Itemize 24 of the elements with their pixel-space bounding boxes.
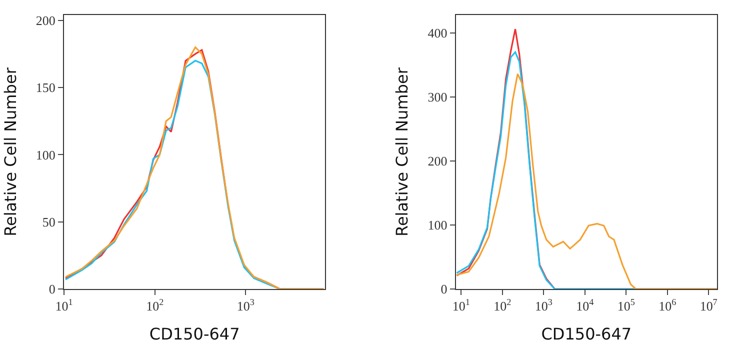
- y-tick-label: 200: [428, 154, 448, 169]
- x-axis-title: CD150-647: [541, 324, 632, 344]
- x-tick-label: 10$^{2}$: [494, 297, 512, 314]
- y-tick-label: 0: [440, 282, 448, 297]
- x-tick-label: 10$^{2}$: [146, 297, 164, 314]
- x-tick-label: 10$^{6}$: [658, 297, 677, 314]
- x-tick-label: 10$^{5}$: [617, 297, 636, 314]
- y-tick-label: 400: [428, 25, 448, 40]
- y-tick-label: 300: [428, 89, 448, 104]
- y-tick-label: 100: [428, 218, 448, 233]
- y-axis-title: Relative Cell Number: [0, 67, 20, 236]
- x-tick-label: 10$^{3}$: [236, 297, 255, 314]
- x-tick-label: 10$^{7}$: [700, 297, 718, 314]
- y-tick-label: 200: [36, 12, 56, 28]
- y-tick-label: 150: [36, 80, 56, 96]
- y-tick-label: 50: [42, 214, 56, 230]
- y-tick-label: 0: [48, 282, 56, 297]
- x-tick-label: 10$^{4}$: [576, 297, 594, 314]
- x-axis-title: CD150-647: [149, 324, 240, 344]
- x-tick-label: 10$^{1}$: [452, 297, 470, 314]
- x-tick-label: 10$^{1}$: [55, 297, 73, 314]
- y-tick-label: 100: [36, 147, 56, 162]
- x-tick-label: 10$^{3}$: [534, 297, 553, 314]
- y-axis-title: Relative Cell Number: [392, 67, 412, 236]
